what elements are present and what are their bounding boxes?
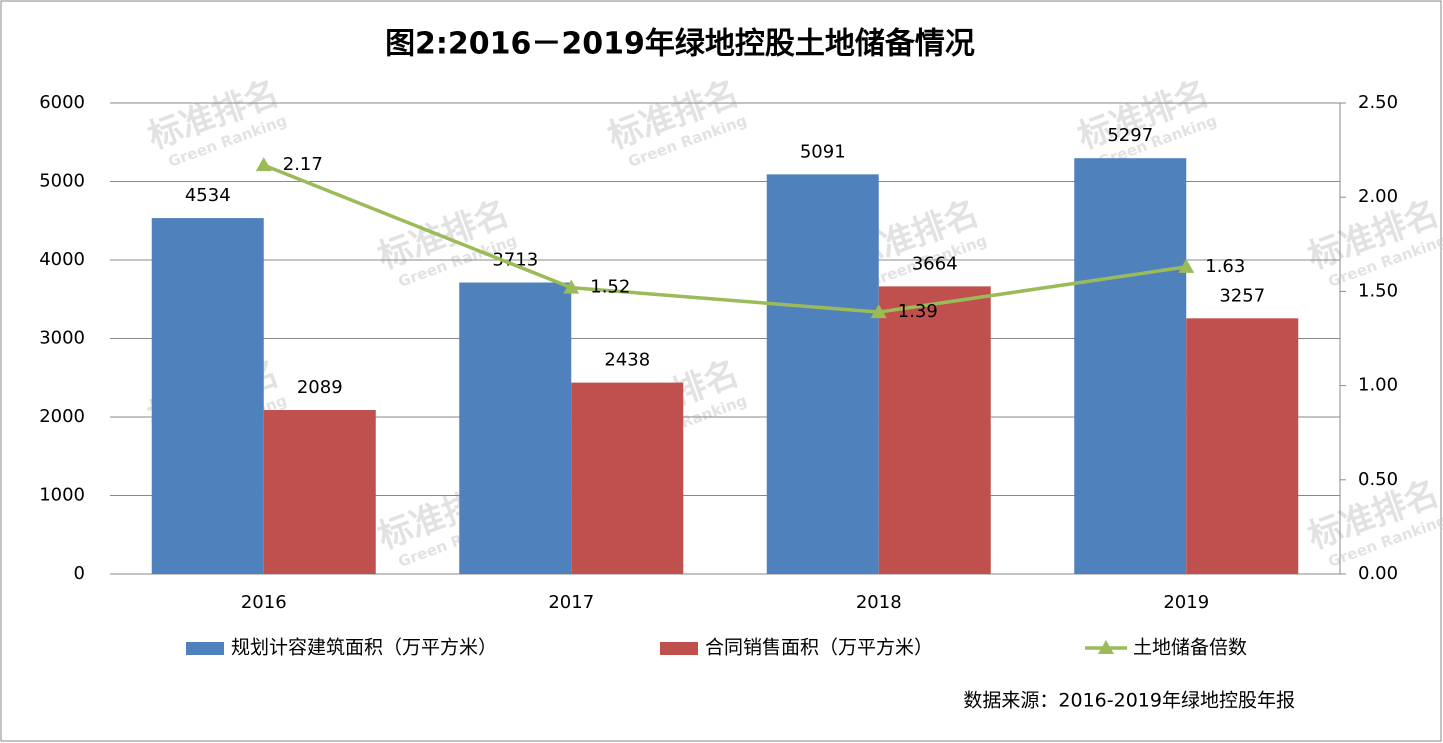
- bar: [459, 282, 572, 574]
- source-note: 数据来源：2016-2019年绿地控股年报: [963, 690, 1295, 712]
- bar: [263, 410, 376, 574]
- x-tick-label: 2018: [856, 592, 902, 613]
- legend-label: 土地储备倍数: [1133, 637, 1247, 659]
- y2-tick-label: 2.50: [1358, 92, 1398, 113]
- bar: [878, 286, 991, 574]
- line-marker: [870, 304, 887, 319]
- x-tick-label: 2019: [1163, 592, 1209, 613]
- chart-title: 图2:2016－2019年绿地控股土地储备情况: [385, 27, 975, 62]
- y-tick-label: 1000: [39, 485, 85, 506]
- line-series: [263, 163, 1187, 314]
- legend-marker: [1098, 640, 1114, 654]
- legend-label: 规划计容建筑面积（万平方米）: [231, 637, 497, 659]
- y2-tick-label: 1.50: [1358, 280, 1398, 301]
- data-label: 4534: [185, 185, 231, 206]
- line-marker: [255, 157, 272, 172]
- data-label: 1.39: [898, 301, 938, 322]
- data-label: 3257: [1219, 285, 1265, 306]
- y-tick-label: 6000: [39, 92, 85, 113]
- legend-label: 合同销售面积（万平方米）: [705, 637, 933, 659]
- y2-tick-label: 2.00: [1358, 186, 1398, 207]
- x-tick-label: 2016: [241, 592, 287, 613]
- bar: [766, 174, 879, 574]
- data-label: 5297: [1107, 125, 1153, 146]
- data-label: 1.63: [1205, 256, 1245, 277]
- data-label: 1.52: [590, 277, 630, 298]
- data-label: 3664: [912, 253, 958, 274]
- bar: [1186, 318, 1299, 574]
- legend-swatch: [186, 642, 224, 655]
- y2-tick-label: 1.00: [1358, 375, 1398, 396]
- data-label: 2.17: [283, 154, 323, 175]
- legend-swatch: [660, 642, 698, 655]
- line-marker: [563, 279, 580, 294]
- y-tick-label: 2000: [39, 406, 85, 427]
- data-label: 2089: [297, 377, 343, 398]
- y-tick-label: 4000: [39, 249, 85, 270]
- y-tick-label: 0: [74, 563, 85, 584]
- y-tick-label: 5000: [39, 171, 85, 192]
- data-label: 2438: [604, 350, 650, 371]
- bar: [571, 382, 684, 574]
- y-tick-label: 3000: [39, 328, 85, 349]
- data-label: 5091: [800, 141, 846, 162]
- y2-tick-label: 0.00: [1358, 563, 1398, 584]
- bar: [151, 218, 264, 574]
- y2-tick-label: 0.50: [1358, 469, 1398, 490]
- line-marker: [1178, 258, 1195, 273]
- x-tick-label: 2017: [548, 592, 594, 613]
- bar: [1074, 158, 1187, 575]
- data-label: 3713: [492, 250, 538, 271]
